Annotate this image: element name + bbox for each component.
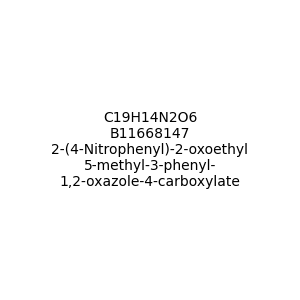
Text: C19H14N2O6
B11668147
2-(4-Nitrophenyl)-2-oxoethyl
5-methyl-3-phenyl-
1,2-oxazole: C19H14N2O6 B11668147 2-(4-Nitrophenyl)-2…	[52, 111, 248, 189]
